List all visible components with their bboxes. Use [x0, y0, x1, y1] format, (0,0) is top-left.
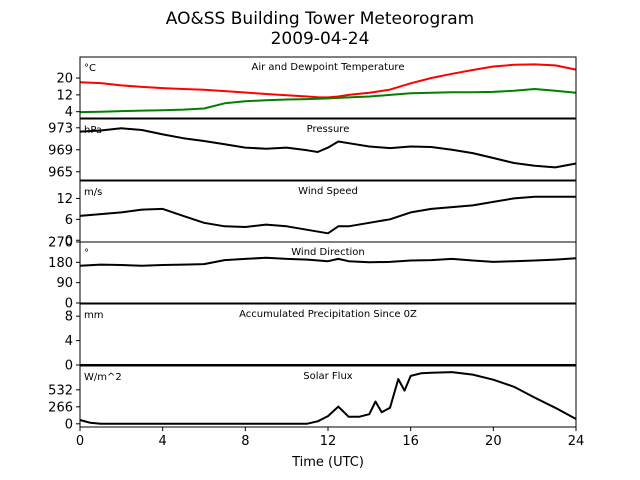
temp-panel-frame — [79, 56, 577, 119]
wind_dir-y-tick-label: 270 — [48, 236, 73, 251]
x-tick-label: 12 — [320, 434, 337, 449]
precip-panel-frame — [79, 303, 577, 366]
wind_dir-unit-label: ° — [84, 248, 89, 259]
panel-wind_speed: 0 6 12 m/s Wind Speed — [56, 180, 577, 249]
chart-title: AO&SS Building Tower Meteorogram — [166, 9, 474, 29]
wind_dir-panel-frame — [79, 241, 577, 304]
temp-y-tick-label: 20 — [56, 72, 73, 87]
temp-y-tick-label: 12 — [56, 88, 73, 103]
solar-series-line-0 — [79, 371, 577, 425]
precip-unit-label: mm — [84, 310, 103, 321]
precip-y-tick-label: 8 — [65, 310, 73, 325]
pressure-series-line-0 — [79, 127, 577, 169]
wind_dir-y-tick-label: 180 — [48, 256, 73, 271]
precip-panel-title: Accumulated Precipitation Since 0Z — [239, 309, 417, 320]
wind_speed-unit-label: m/s — [84, 187, 102, 198]
temp-y-tick-label: 4 — [65, 105, 73, 120]
solar-y-tick-label: 532 — [48, 383, 73, 398]
x-axis: 0 4 8 12 16 20 24 — [76, 427, 584, 449]
wind_dir-series-line-0 — [79, 256, 577, 267]
pressure-y-tick-label: 969 — [48, 143, 73, 158]
panel-precip: 0 4 8 mm Accumulated Precipitation Since 0Z — [65, 303, 577, 374]
precip-y-tick-label: 4 — [65, 334, 73, 349]
wind_speed-y-tick-label: 0 — [65, 234, 73, 249]
pressure-panel-title: Pressure — [307, 124, 350, 135]
chart-subtitle: 2009-04-24 — [271, 29, 370, 49]
panel-pressure: 965 969 973 hPa Pressure — [48, 118, 577, 181]
x-tick-label: 0 — [76, 434, 84, 449]
x-tick-label: 24 — [568, 434, 585, 449]
solar-y-tick-label: 266 — [48, 400, 73, 415]
x-axis-label: Time (UTC) — [291, 455, 364, 470]
wind_speed-y-tick-label: 12 — [56, 192, 73, 207]
x-tick-label: 8 — [241, 434, 249, 449]
precip-y-tick-label: 0 — [65, 359, 73, 374]
wind_speed-y-tick-label: 6 — [65, 213, 73, 228]
wind_dir-y-tick-label: 90 — [56, 276, 73, 291]
temp-panel-title: Air and Dewpoint Temperature — [252, 62, 405, 73]
x-tick-label: 20 — [485, 434, 502, 449]
wind_dir-y-tick-label: 0 — [65, 297, 73, 312]
panel-wind_dir: 0 90 180 270 ° Wind Direction — [48, 236, 577, 312]
solar-panel-title: Solar Flux — [303, 371, 353, 382]
x-tick-label: 4 — [159, 434, 167, 449]
wind_speed-panel-title: Wind Speed — [298, 186, 358, 197]
pressure-y-tick-label: 973 — [48, 121, 73, 136]
solar-unit-label: W/m^2 — [84, 372, 122, 383]
wind_dir-panel-title: Wind Direction — [291, 247, 365, 258]
panel-solar: 0 266 532 W/m^2 Solar Flux — [48, 365, 577, 432]
temp-unit-label: °C — [84, 63, 96, 74]
pressure-unit-label: hPa — [84, 125, 102, 136]
wind_speed-series-line-0 — [79, 195, 576, 235]
temp-series-line-1 — [79, 88, 577, 114]
solar-y-tick-label: 0 — [65, 417, 73, 432]
x-tick-label: 16 — [402, 434, 419, 449]
pressure-y-tick-label: 965 — [48, 165, 73, 180]
